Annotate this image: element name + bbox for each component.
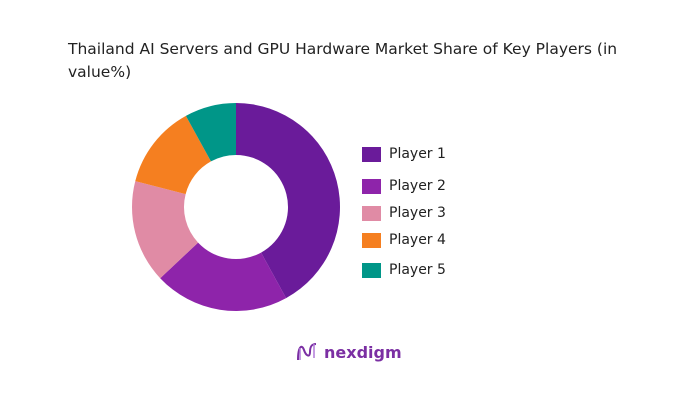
legend-item: Player 4 [362,232,446,248]
legend-item: Player 1 [362,146,446,162]
legend-swatch [362,178,381,194]
brand-name: nexdigm [324,342,402,362]
legend-item: Player 3 [362,205,446,221]
legend-label: Player 4 [389,232,446,248]
legend-item: Player 5 [362,262,446,278]
legend-label: Player 2 [389,178,446,194]
legend-label: Player 3 [389,205,446,221]
slice-player-5 [185,103,236,162]
legend-swatch [362,262,381,278]
legend-item: Player 2 [362,178,446,194]
legend-swatch [362,232,381,248]
slice-player-1 [236,103,341,299]
slice-player-2 [160,242,287,312]
legend-label: Player 1 [389,146,446,162]
chart-title: Thailand AI Servers and GPU Hardware Mar… [68,40,618,81]
legend-swatch [362,205,381,221]
slice-player-3 [132,181,199,279]
legend-swatch [362,146,381,162]
brand-logo: nexdigm [296,342,402,362]
nexdigm-logo-icon [297,343,317,361]
slice-player-4 [135,115,211,195]
legend-label: Player 5 [389,262,446,278]
